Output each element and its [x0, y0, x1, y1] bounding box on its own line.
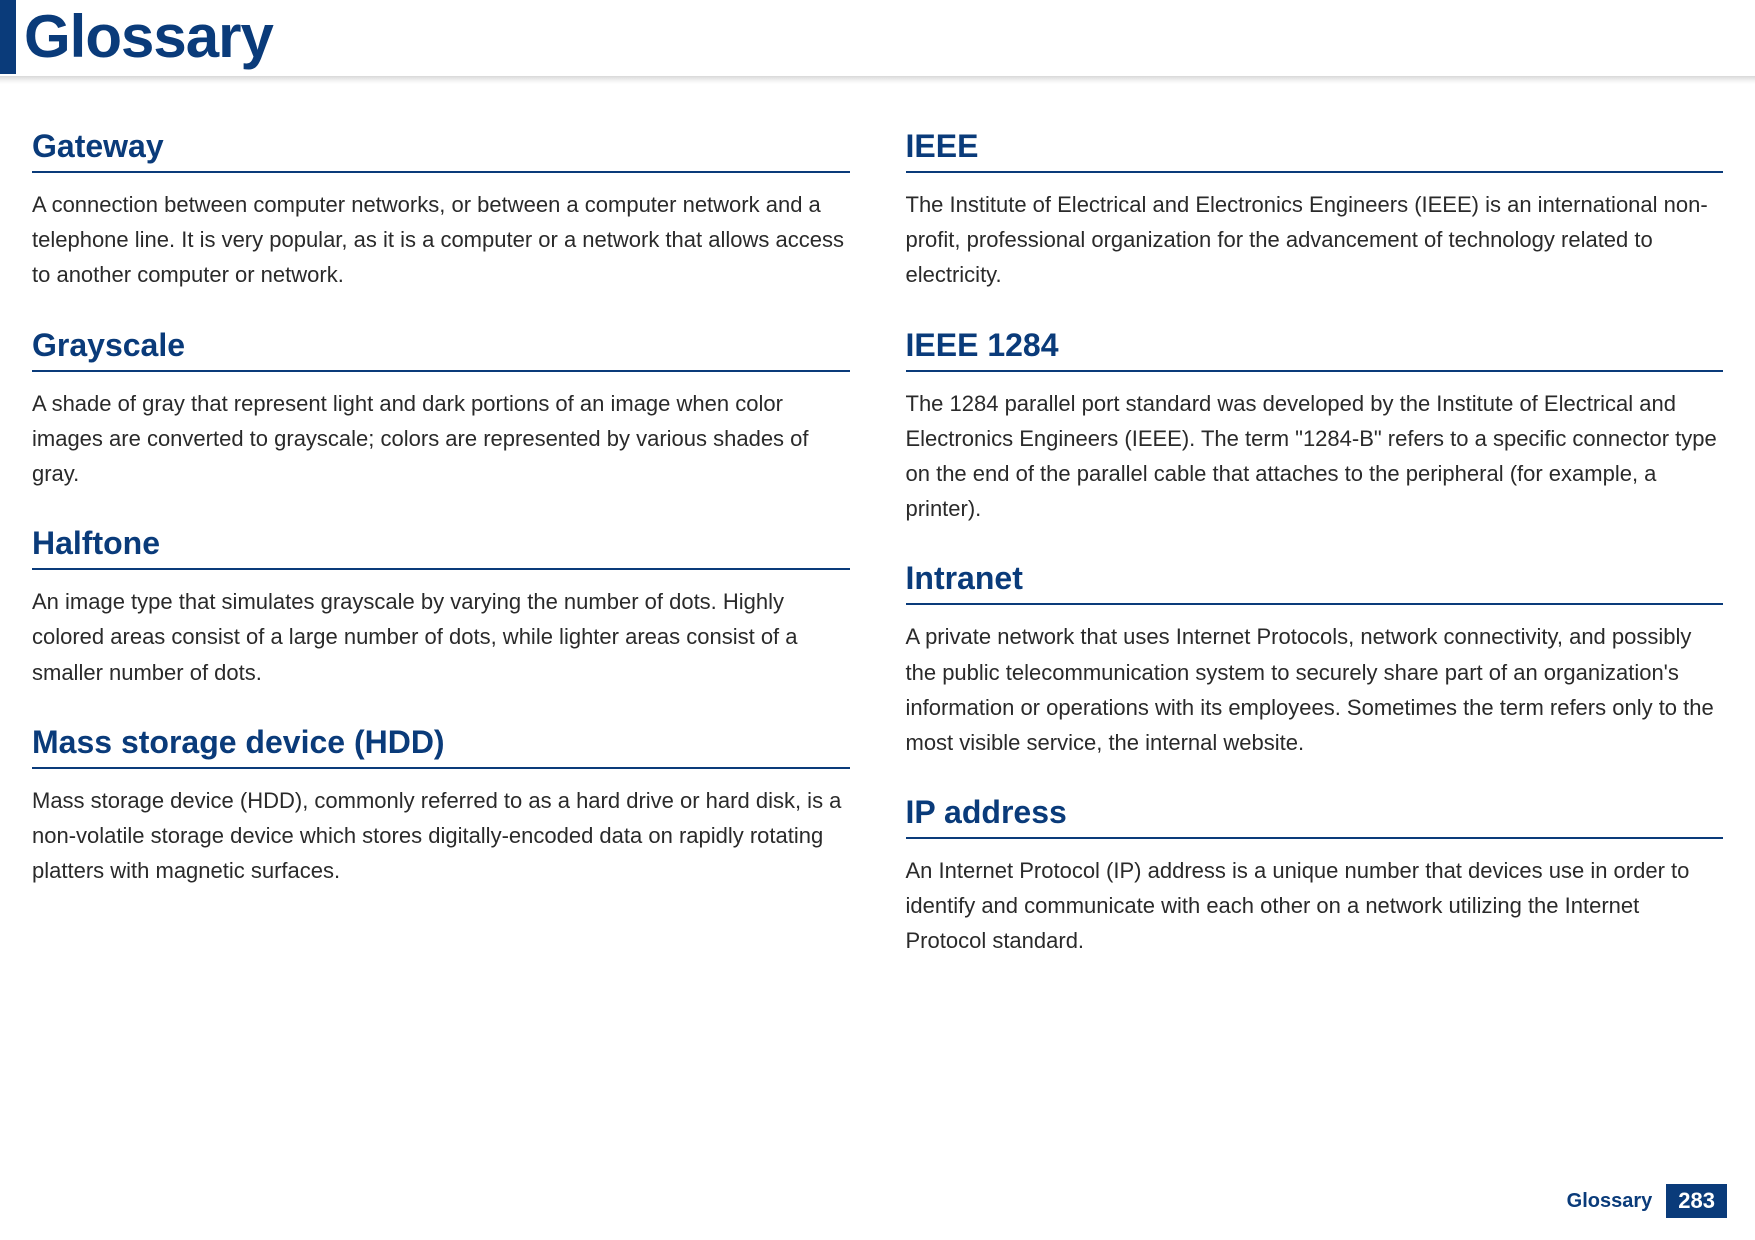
term-divider — [32, 568, 850, 570]
glossary-definition: A connection between computer networks, … — [32, 187, 850, 293]
glossary-entry: IEEE 1284 The 1284 parallel port standar… — [906, 327, 1724, 527]
glossary-entry: Gateway A connection between computer ne… — [32, 128, 850, 293]
term-divider — [32, 171, 850, 173]
glossary-entry: IP address An Internet Protocol (IP) add… — [906, 794, 1724, 959]
glossary-term: Grayscale — [32, 327, 850, 364]
glossary-definition: A shade of gray that represent light and… — [32, 386, 850, 492]
right-column: IEEE The Institute of Electrical and Ele… — [906, 128, 1724, 993]
glossary-entry: IEEE The Institute of Electrical and Ele… — [906, 128, 1724, 293]
page-number-badge: 283 — [1666, 1184, 1727, 1218]
glossary-entry: Intranet A private network that uses Int… — [906, 560, 1724, 760]
glossary-definition: Mass storage device (HDD), commonly refe… — [32, 783, 850, 889]
left-column: Gateway A connection between computer ne… — [32, 128, 850, 993]
glossary-term: Intranet — [906, 560, 1724, 597]
term-divider — [32, 767, 850, 769]
glossary-definition: A private network that uses Internet Pro… — [906, 619, 1724, 760]
header-divider — [0, 76, 1755, 84]
term-divider — [906, 837, 1724, 839]
term-divider — [32, 370, 850, 372]
glossary-term: IEEE — [906, 128, 1724, 165]
glossary-entry: Halftone An image type that simulates gr… — [32, 525, 850, 690]
header-accent-bar — [0, 0, 16, 74]
glossary-term: Mass storage device (HDD) — [32, 724, 850, 761]
glossary-definition: The Institute of Electrical and Electron… — [906, 187, 1724, 293]
glossary-term: IP address — [906, 794, 1724, 831]
term-divider — [906, 370, 1724, 372]
glossary-definition: The 1284 parallel port standard was deve… — [906, 386, 1724, 527]
glossary-definition: An image type that simulates grayscale b… — [32, 584, 850, 690]
page-footer: Glossary 283 — [1567, 1184, 1727, 1218]
term-divider — [906, 171, 1724, 173]
footer-section-label: Glossary — [1567, 1190, 1653, 1213]
glossary-term: Halftone — [32, 525, 850, 562]
glossary-definition: An Internet Protocol (IP) address is a u… — [906, 853, 1724, 959]
glossary-entry: Grayscale A shade of gray that represent… — [32, 327, 850, 492]
term-divider — [906, 603, 1724, 605]
glossary-entry: Mass storage device (HDD) Mass storage d… — [32, 724, 850, 889]
glossary-term: IEEE 1284 — [906, 327, 1724, 364]
content-columns: Gateway A connection between computer ne… — [32, 128, 1723, 993]
glossary-term: Gateway — [32, 128, 850, 165]
page-title: Glossary — [24, 2, 273, 71]
